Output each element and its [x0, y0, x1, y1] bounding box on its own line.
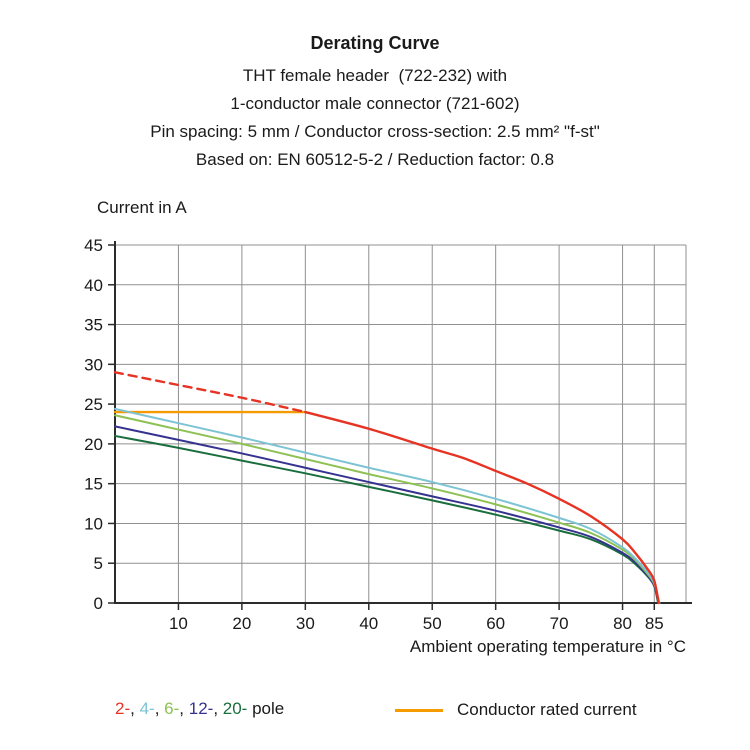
derating-chart: 10 20 30 40 50 60 70 80 85 0 5 10 15 20 25 30 35 40 45	[84, 236, 692, 633]
title-line-3: Pin spacing: 5 mm / Conductor cross-sect…	[150, 122, 600, 141]
y-tick-label-35: 35	[84, 316, 103, 335]
legend-rated: Conductor rated current	[395, 697, 637, 723]
legend: 2-, 4-, 6-, 12-, 20- pole Conductor rate…	[0, 697, 750, 723]
curve-4-pole	[114, 407, 661, 604]
legend-poles: 2-, 4-, 6-, 12-, 20- pole	[115, 699, 284, 719]
y-tick-label-40: 40	[84, 276, 103, 295]
legend-separator: ,	[213, 699, 223, 718]
x-tick-label-20: 20	[232, 614, 251, 633]
rated-current-line-symbol	[395, 708, 443, 712]
legend-pole-20: 20-	[222, 699, 248, 718]
legend-separator: ,	[179, 699, 189, 718]
curve-2-pole-derived	[113, 371, 307, 414]
curve-6-pole	[114, 414, 661, 604]
x-axis-title: Ambient operating temperature in °C	[409, 637, 686, 656]
title-line-4: Based on: EN 60512-5-2 / Reduction facto…	[195, 150, 555, 169]
chart-title: Derating Curve	[310, 33, 440, 53]
x-tick-label-85: 85	[645, 614, 664, 633]
y-tick-label-0: 0	[94, 594, 103, 613]
legend-separator: ,	[154, 699, 165, 718]
curve-20-pole	[114, 434, 660, 604]
curve-12-pole	[114, 425, 660, 604]
y-tick-label-15: 15	[84, 475, 103, 494]
y-axis-title: Current in A	[97, 198, 187, 217]
x-tick-label-70: 70	[550, 614, 569, 633]
x-tick-label-10: 10	[169, 614, 188, 633]
legend-pole-2: 2-	[115, 699, 131, 718]
legend-pole-4: 4-	[139, 699, 155, 718]
y-tick-label-20: 20	[84, 435, 103, 454]
legend-pole-6: 6-	[164, 699, 180, 718]
y-tick-label-45: 45	[84, 236, 103, 255]
title-line-1: THT female header (722-232) with	[242, 66, 508, 85]
legend-pole-suffix: pole	[247, 699, 285, 718]
y-tick-label-10: 10	[84, 514, 103, 533]
title-block: Derating Curve THT female header (722-23…	[0, 30, 750, 174]
legend-pole-12: 12-	[188, 699, 214, 718]
x-tick-label-40: 40	[359, 614, 378, 633]
x-tick-label-80: 80	[613, 614, 632, 633]
title-line-2: 1-conductor male connector (721-602)	[230, 94, 520, 113]
y-tick-label-25: 25	[84, 395, 103, 414]
y-tick-label-5: 5	[94, 554, 103, 573]
x-tick-label-30: 30	[296, 614, 315, 633]
y-tick-label-30: 30	[84, 355, 103, 374]
curve-2-pole	[304, 410, 660, 605]
rated-current-label: Conductor rated current	[457, 700, 637, 719]
x-tick-label-60: 60	[486, 614, 505, 633]
x-tick-label-50: 50	[423, 614, 442, 633]
legend-separator: ,	[130, 699, 140, 718]
